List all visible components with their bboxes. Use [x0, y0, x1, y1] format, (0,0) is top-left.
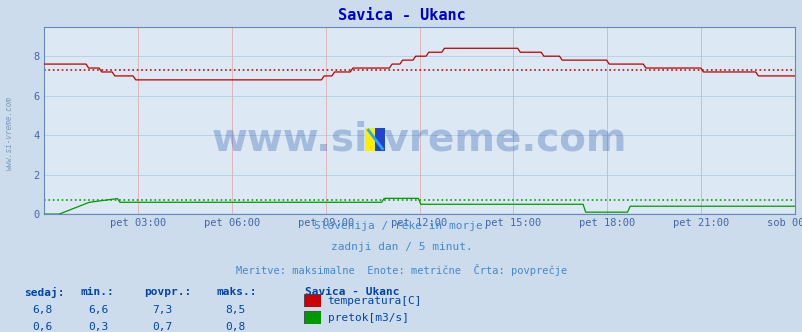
Bar [375, 128, 385, 151]
Text: povpr.:: povpr.: [144, 287, 192, 297]
Text: 0,6: 0,6 [32, 322, 52, 332]
Text: 6,6: 6,6 [88, 305, 108, 315]
Text: Savica - Ukanc: Savica - Ukanc [305, 287, 399, 297]
Text: Meritve: maksimalne  Enote: metrične  Črta: povprečje: Meritve: maksimalne Enote: metrične Črta… [236, 264, 566, 276]
Bar [365, 128, 375, 151]
Text: 7,3: 7,3 [152, 305, 172, 315]
Text: temperatura[C]: temperatura[C] [327, 296, 422, 306]
Text: www.si-vreme.com: www.si-vreme.com [5, 96, 14, 170]
Text: zadnji dan / 5 minut.: zadnji dan / 5 minut. [330, 242, 472, 252]
Text: min.:: min.: [80, 287, 114, 297]
Text: 8,5: 8,5 [225, 305, 245, 315]
Text: www.si-vreme.com: www.si-vreme.com [212, 120, 626, 158]
Text: 0,3: 0,3 [88, 322, 108, 332]
Text: 0,7: 0,7 [152, 322, 172, 332]
Text: Slovenija / reke in morje.: Slovenija / reke in morje. [314, 221, 488, 231]
Text: pretok[m3/s]: pretok[m3/s] [327, 313, 408, 323]
Text: Savica - Ukanc: Savica - Ukanc [337, 8, 465, 23]
Text: 0,8: 0,8 [225, 322, 245, 332]
Text: 6,8: 6,8 [32, 305, 52, 315]
Text: maks.:: maks.: [217, 287, 257, 297]
Text: sedaj:: sedaj: [24, 287, 64, 298]
